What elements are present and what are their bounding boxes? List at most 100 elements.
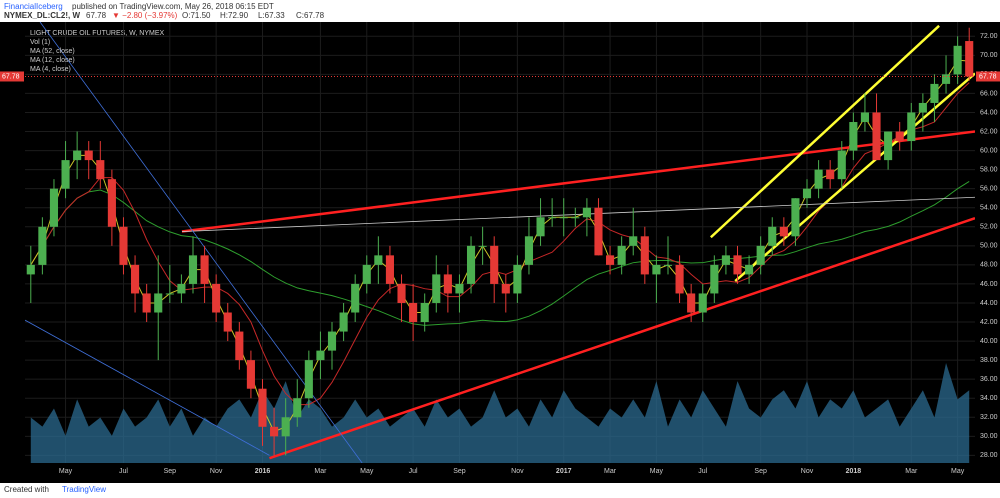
x-tick-label: Jul (698, 468, 707, 475)
candle-body (409, 302, 418, 323)
candle-body (837, 150, 846, 180)
last-price-box-left (0, 71, 24, 82)
candle-body (652, 264, 661, 275)
x-tick-label: Mar (314, 468, 327, 475)
y-tick-label: 54.00 (980, 205, 998, 212)
y-tick-label: 40.00 (980, 338, 998, 345)
candle-body (304, 360, 313, 399)
candle-body (918, 102, 927, 113)
candle-body (107, 179, 116, 227)
candle-body (698, 293, 707, 313)
candle-body (316, 350, 325, 361)
trend-line (25, 319, 270, 456)
candle-body (768, 226, 777, 246)
candle-body (246, 360, 255, 389)
candle-body (200, 255, 209, 284)
y-tick-label: 36.00 (980, 376, 998, 383)
candle-body (941, 74, 951, 84)
trend-line (181, 130, 975, 233)
candle-body (131, 264, 140, 294)
candle-body (930, 83, 939, 103)
x-tick-label: Jul (409, 468, 418, 475)
published: published on TradingView.com, May 26, 20… (72, 2, 274, 11)
legend-volume: Vol (1) (30, 39, 50, 46)
candle-body (420, 302, 429, 323)
candle-body (745, 264, 754, 275)
candle-body (26, 264, 35, 275)
candle-body (710, 264, 719, 294)
candle-body (640, 236, 649, 275)
candle-body (84, 150, 93, 161)
candle-body (513, 264, 522, 294)
candle-body (884, 131, 893, 161)
candle-body (629, 236, 638, 246)
candle-body (73, 150, 82, 161)
moving-average (30, 82, 970, 406)
x-tick-label: Nov (210, 468, 223, 475)
x-tick-label: May (59, 468, 73, 475)
y-tick-label: 38.00 (980, 357, 998, 364)
candle-body (351, 283, 360, 313)
last-price-label: 67.78 (979, 73, 997, 80)
candle-body (559, 217, 568, 219)
candle-body (860, 112, 869, 123)
x-tick-label: May (360, 468, 374, 475)
y-tick-label: 32.00 (980, 414, 998, 421)
candle-body (814, 169, 823, 189)
x-tick-label: Mar (604, 468, 617, 475)
legend-entry: MA (4, close) (30, 66, 71, 73)
y-tick-label: 56.00 (980, 186, 998, 193)
author[interactable]: FinancialIceberg (4, 2, 63, 11)
low: L:67.33 (258, 11, 285, 20)
candle-body (953, 45, 962, 75)
candle-body (895, 131, 904, 142)
candle-body (432, 274, 441, 303)
candle-body (548, 217, 557, 219)
last: 67.78 (86, 11, 107, 20)
y-tick-label: 28.00 (980, 452, 998, 459)
high: H:72.90 (220, 11, 249, 20)
candle-body (594, 207, 603, 256)
y-tick-label: 70.00 (980, 52, 998, 59)
x-tick-label: May (650, 468, 664, 475)
candle-body (339, 312, 348, 332)
y-tick-label: 48.00 (980, 262, 998, 269)
candle-body (872, 112, 881, 161)
y-tick-label: 50.00 (980, 243, 998, 250)
candle-body (907, 112, 916, 142)
y-tick-label: 52.00 (980, 224, 998, 231)
x-tick-label: 2016 (255, 468, 271, 475)
candle-body (327, 331, 337, 351)
close: C:67.78 (296, 11, 325, 20)
candle-body (374, 255, 383, 265)
trend-line (269, 217, 975, 460)
candle-body (756, 245, 765, 265)
y-tick-label: 42.00 (980, 319, 998, 326)
change: ▼ −2.80 (−3.97%) (112, 11, 178, 20)
candle-body (617, 245, 626, 265)
candle-body (582, 207, 591, 218)
moving-average (30, 59, 970, 433)
x-tick-label: Sep (754, 468, 767, 475)
candle-body (466, 245, 476, 284)
y-tick-label: 60.00 (980, 147, 998, 154)
candle-body (96, 160, 105, 180)
candle-body (965, 41, 974, 77)
footer-brand[interactable]: TradingView (62, 485, 106, 494)
symbol: NYMEX_DL:CL2!, W (4, 11, 80, 20)
legend-entry: MA (52, close) (30, 48, 75, 55)
candle-body (791, 198, 800, 237)
moving-average (30, 181, 970, 326)
open: O:71.50 (182, 11, 211, 20)
candle-body (478, 245, 487, 247)
trend-line (734, 72, 975, 283)
candle-body (802, 188, 812, 199)
candle-body (258, 388, 267, 427)
candle-body (501, 283, 510, 294)
x-tick-label: Nov (511, 468, 524, 475)
y-tick-label: 66.00 (980, 90, 998, 97)
candle-body (281, 417, 290, 437)
candle-body (177, 283, 186, 294)
candle-body (524, 236, 534, 265)
